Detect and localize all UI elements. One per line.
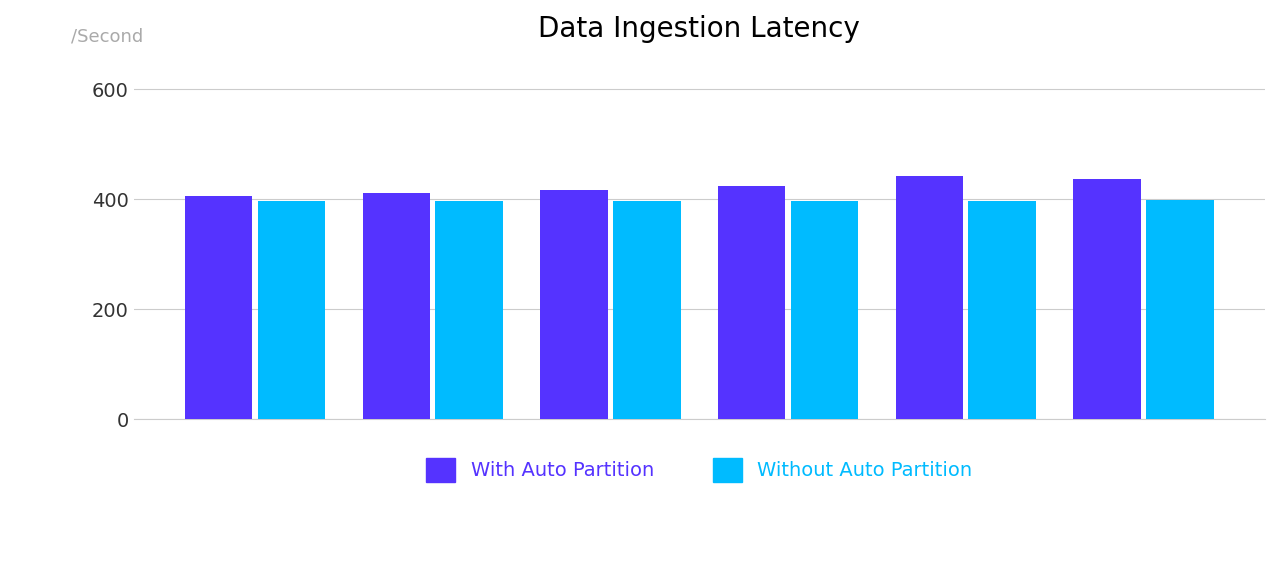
Bar (896, 176, 963, 419)
Bar (613, 201, 681, 419)
Title: Data Ingestion Latency: Data Ingestion Latency (539, 15, 860, 43)
Bar (969, 201, 1036, 419)
Legend: With Auto Partition, Without Auto Partition: With Auto Partition, Without Auto Partit… (419, 450, 980, 489)
Bar (257, 201, 325, 419)
Bar (1073, 179, 1140, 419)
Bar (435, 201, 503, 419)
Bar (791, 201, 859, 419)
Bar (718, 185, 786, 419)
Bar (186, 195, 252, 419)
Text: /Second: /Second (72, 27, 143, 45)
Bar (1146, 200, 1213, 419)
Bar (540, 190, 608, 419)
Bar (362, 193, 430, 419)
